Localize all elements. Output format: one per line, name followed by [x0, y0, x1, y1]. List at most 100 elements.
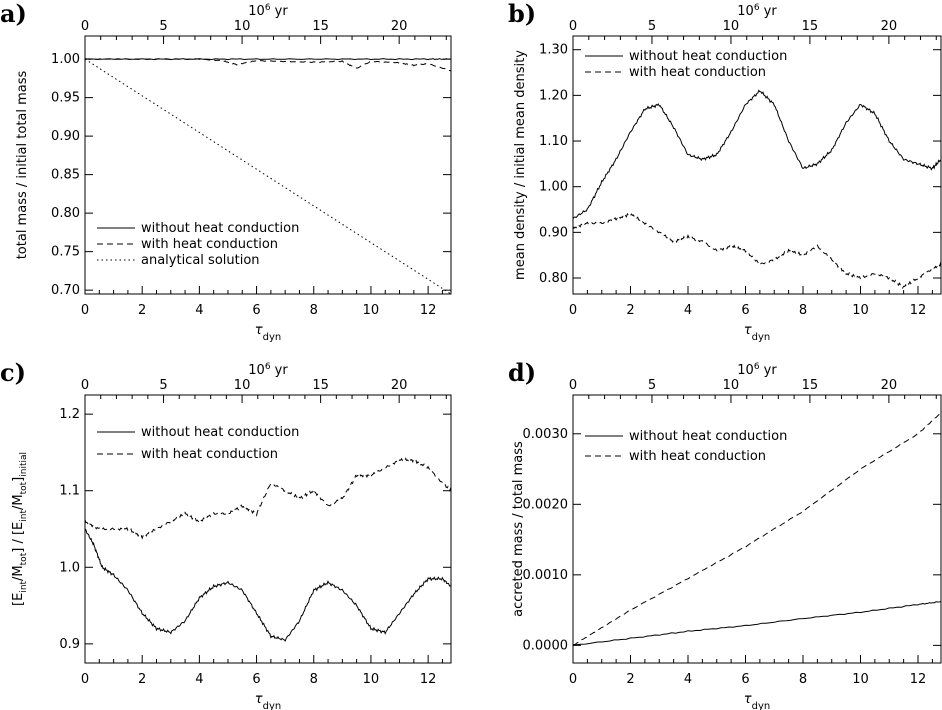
panel-a: a) 0 2 4 6 8 10 12 0 5 10 15 20 106 yr 0.70 0.75 0.80 0.8… [0, 0, 452, 343]
y-tick-label: 0.80 [51, 206, 80, 221]
top-tick-label: 0 [569, 378, 577, 393]
x-tick-label: 4 [195, 303, 203, 318]
y-tick-label: 0.95 [51, 91, 80, 106]
panel-label: a) [0, 0, 27, 28]
x-tick-label: 0 [569, 303, 577, 318]
legend-label: analytical solution [141, 253, 260, 268]
plot-frame [572, 394, 942, 664]
x-tick-label: 10 [363, 303, 380, 318]
legend-label: without heat conduction [629, 49, 787, 64]
plot-frame [84, 35, 452, 295]
x-tick-label: 10 [852, 672, 869, 687]
y-tick-label: 1.00 [539, 180, 568, 195]
x-axis-title: τdyn [255, 692, 281, 710]
x-tick-label: 6 [252, 303, 260, 318]
plot-frame [572, 35, 942, 295]
top-tick-label: 5 [159, 19, 167, 34]
panel-label: b) [508, 0, 536, 28]
y-tick-label: 0.0020 [523, 497, 569, 512]
top-tick-label: 15 [802, 19, 819, 34]
x-tick-label: 0 [81, 672, 89, 687]
x-tick-label: 10 [852, 303, 869, 318]
y-tick-label: 1.00 [51, 52, 80, 67]
y-tick-label: 0.85 [51, 168, 80, 183]
top-tick-label: 20 [881, 378, 898, 393]
x-tick-label: 12 [910, 672, 927, 687]
series-line-solid [85, 528, 451, 642]
x-tick-label: 12 [420, 303, 437, 318]
series-line-dotted [85, 58, 451, 294]
legend-label: without heat conduction [141, 425, 299, 440]
top-tick-label: 20 [391, 378, 408, 393]
y-tick-label: 0.75 [51, 245, 80, 260]
x-tick-label: 8 [799, 672, 807, 687]
top-tick-label: 10 [234, 19, 251, 34]
top-tick-label: 15 [802, 378, 819, 393]
top-tick-label: 15 [312, 19, 329, 34]
top-tick-label: 20 [881, 19, 898, 34]
y-tick-label: 0.70 [51, 283, 80, 298]
series-line-solid [85, 58, 451, 61]
panel-label: c) [0, 358, 26, 387]
series-line-solid [573, 601, 941, 646]
legend-label: without heat conduction [141, 221, 299, 236]
series-line-solid [573, 89, 941, 219]
y-tick-label: 0.0030 [523, 427, 569, 442]
top-tick-label: 10 [723, 378, 740, 393]
y-tick-label: 1.0 [59, 560, 80, 575]
x-tick-label: 6 [741, 303, 749, 318]
top-tick-label: 20 [391, 19, 408, 34]
top-axis-title: 106 yr [737, 362, 777, 378]
panel-b: b) 0 2 4 6 8 10 12 0 5 10 15 20 106 yr 0.80 0.90 1.00 1.1… [508, 0, 942, 343]
top-tick-label: 5 [159, 378, 167, 393]
top-tick-label: 0 [569, 19, 577, 34]
x-tick-label: 12 [910, 303, 927, 318]
x-tick-label: 6 [741, 672, 749, 687]
y-tick-label: 0.0000 [523, 638, 569, 653]
series-line-dashed [573, 213, 941, 290]
x-tick-label: 8 [799, 303, 807, 318]
legend-label: with heat conduction [141, 237, 278, 252]
x-tick-label: 4 [195, 672, 203, 687]
y-axis-title: [Eint/Mtot] / [Eint/Mtot]initial [11, 452, 29, 606]
series-line-dashed [85, 58, 451, 72]
panel-d: d) 0 2 4 6 8 10 12 0 5 10 15 20 106 yr 0.0000 0.0010 0.0… [508, 358, 942, 710]
x-tick-label: 6 [252, 672, 260, 687]
y-axis-title: accreted mass / total mass [511, 441, 526, 617]
x-tick-label: 0 [569, 672, 577, 687]
x-tick-label: 2 [626, 303, 634, 318]
y-tick-label: 0.0010 [523, 568, 569, 583]
panel-c: c) 0 2 4 6 8 10 12 0 5 10 15 20 106 yr 0.9 1.0 1.1 1.2 τdy… [0, 358, 452, 710]
x-tick-label: 4 [684, 303, 692, 318]
x-tick-label: 10 [363, 672, 380, 687]
x-tick-label: 12 [420, 672, 437, 687]
top-tick-label: 0 [81, 378, 89, 393]
legend-label: with heat conduction [141, 447, 278, 462]
top-tick-label: 15 [312, 378, 329, 393]
y-tick-label: 0.90 [51, 129, 80, 144]
top-axis-title: 106 yr [737, 3, 777, 19]
x-tick-label: 8 [310, 672, 318, 687]
y-tick-label: 1.30 [539, 43, 568, 58]
x-tick-label: 0 [81, 303, 89, 318]
top-tick-label: 10 [723, 19, 740, 34]
legend-label: without heat conduction [629, 429, 787, 444]
top-tick-label: 10 [234, 378, 251, 393]
x-axis-title: τdyn [744, 323, 770, 343]
y-tick-label: 0.9 [59, 637, 80, 652]
legend-label: with heat conduction [629, 65, 766, 80]
legend-label: with heat conduction [629, 449, 766, 464]
x-tick-label: 8 [310, 303, 318, 318]
top-axis-title: 106 yr [248, 362, 288, 378]
x-tick-label: 2 [138, 303, 146, 318]
y-tick-label: 1.10 [539, 134, 568, 149]
x-tick-label: 2 [138, 672, 146, 687]
panel-label: d) [508, 358, 536, 387]
x-tick-label: 4 [684, 672, 692, 687]
top-tick-label: 5 [648, 19, 656, 34]
y-tick-label: 1.2 [59, 407, 80, 422]
top-axis-title: 106 yr [248, 3, 288, 19]
y-tick-label: 0.90 [539, 225, 568, 240]
series-line-dashed [573, 412, 941, 646]
